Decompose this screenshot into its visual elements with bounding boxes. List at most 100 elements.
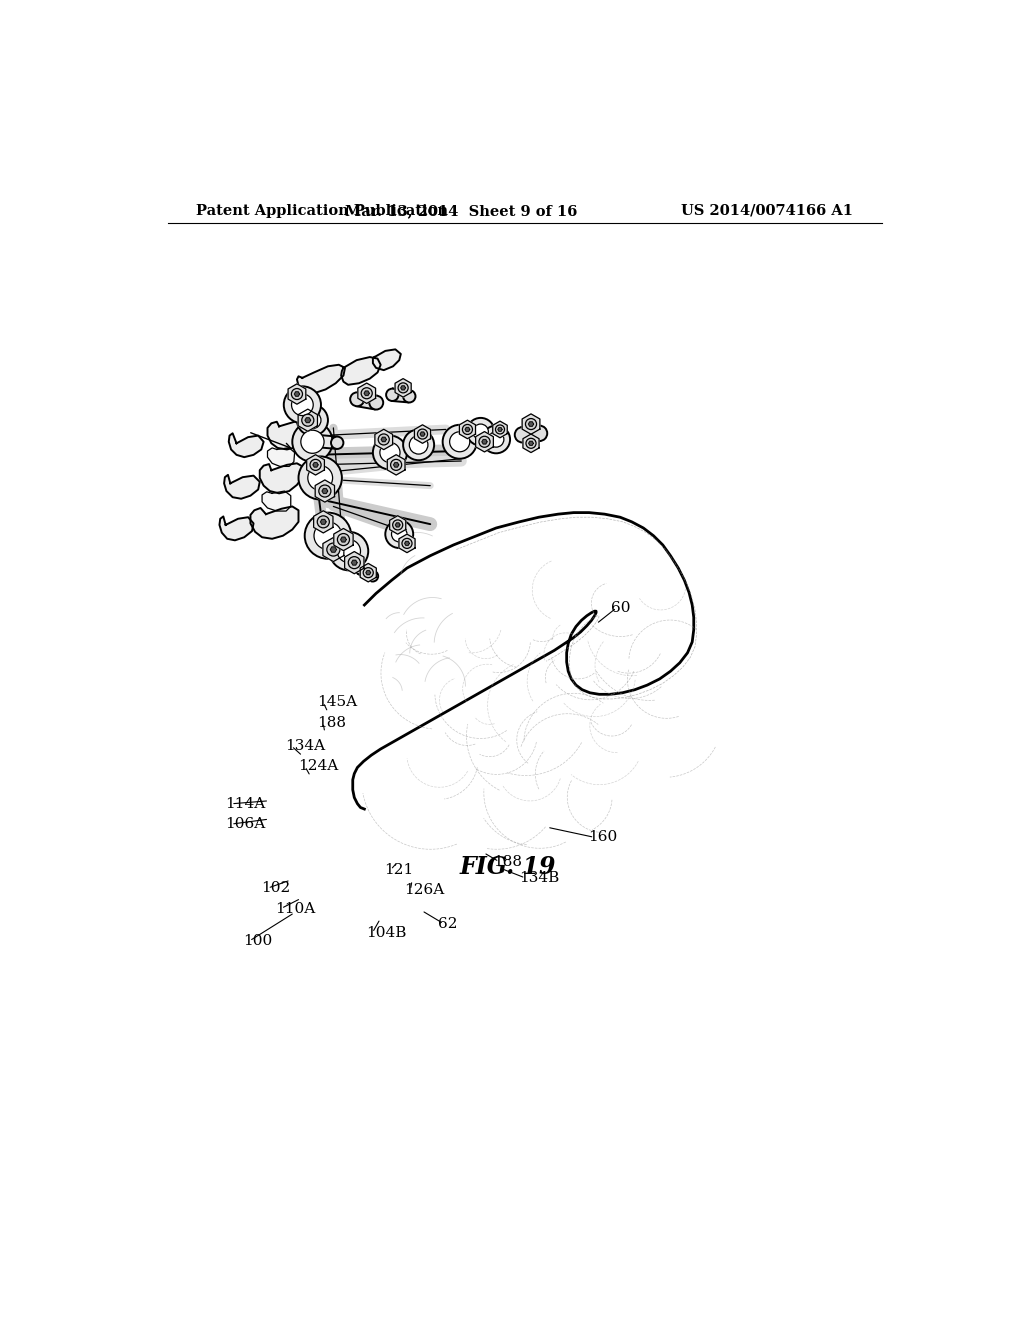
Polygon shape <box>360 564 376 582</box>
Circle shape <box>525 418 537 429</box>
Polygon shape <box>460 420 475 438</box>
Polygon shape <box>392 388 410 403</box>
Circle shape <box>361 388 373 399</box>
Polygon shape <box>313 462 318 467</box>
Circle shape <box>348 557 360 569</box>
Circle shape <box>355 564 367 574</box>
Polygon shape <box>297 364 345 393</box>
Polygon shape <box>375 429 392 450</box>
Polygon shape <box>251 507 299 539</box>
Circle shape <box>327 543 340 556</box>
Polygon shape <box>465 428 470 432</box>
Circle shape <box>308 434 321 447</box>
Text: 188: 188 <box>316 715 346 730</box>
Circle shape <box>299 457 342 499</box>
Circle shape <box>330 532 369 570</box>
Text: 110A: 110A <box>274 902 315 916</box>
Polygon shape <box>356 392 378 409</box>
Circle shape <box>418 429 428 440</box>
Circle shape <box>398 383 409 393</box>
Polygon shape <box>351 560 357 565</box>
Polygon shape <box>352 512 693 809</box>
Polygon shape <box>415 425 430 444</box>
Circle shape <box>403 429 434 461</box>
Polygon shape <box>321 520 326 524</box>
Circle shape <box>473 424 488 440</box>
Circle shape <box>292 393 313 416</box>
Polygon shape <box>493 421 507 438</box>
Polygon shape <box>498 428 502 432</box>
Polygon shape <box>307 454 325 475</box>
Polygon shape <box>373 350 400 370</box>
Circle shape <box>479 436 490 447</box>
Text: 62: 62 <box>437 917 457 931</box>
Polygon shape <box>400 385 406 389</box>
Polygon shape <box>262 491 291 511</box>
Text: 114A: 114A <box>225 797 265 810</box>
Polygon shape <box>482 440 487 444</box>
Circle shape <box>297 405 328 436</box>
Polygon shape <box>358 565 376 581</box>
Polygon shape <box>305 418 310 422</box>
Circle shape <box>317 516 330 528</box>
Circle shape <box>310 459 322 470</box>
Polygon shape <box>528 422 534 426</box>
Text: 160: 160 <box>588 830 617 845</box>
Circle shape <box>531 425 547 441</box>
Polygon shape <box>381 437 386 442</box>
Circle shape <box>350 392 365 407</box>
Circle shape <box>364 568 374 578</box>
Polygon shape <box>315 480 335 502</box>
Circle shape <box>368 570 378 582</box>
Polygon shape <box>387 454 406 475</box>
Circle shape <box>391 527 407 543</box>
Polygon shape <box>420 432 425 436</box>
Text: 106A: 106A <box>225 817 265 832</box>
Polygon shape <box>523 434 539 453</box>
Circle shape <box>403 391 416 403</box>
Circle shape <box>392 520 402 529</box>
Polygon shape <box>393 462 398 467</box>
Circle shape <box>301 430 324 453</box>
Circle shape <box>463 425 472 434</box>
Circle shape <box>302 414 313 426</box>
Text: 104B: 104B <box>367 925 407 940</box>
Circle shape <box>410 436 428 454</box>
Polygon shape <box>341 537 346 543</box>
Text: Patent Application Publication: Patent Application Publication <box>197 203 449 218</box>
Circle shape <box>284 387 321 424</box>
Circle shape <box>386 388 398 401</box>
Polygon shape <box>323 537 344 561</box>
Polygon shape <box>404 541 410 545</box>
Circle shape <box>308 466 333 490</box>
Text: Mar. 13, 2014  Sheet 9 of 16: Mar. 13, 2014 Sheet 9 of 16 <box>345 203 578 218</box>
Text: 126A: 126A <box>404 883 444 898</box>
Circle shape <box>370 396 383 409</box>
Circle shape <box>526 438 536 449</box>
Polygon shape <box>267 447 295 466</box>
Polygon shape <box>390 516 406 535</box>
Polygon shape <box>331 546 337 552</box>
Polygon shape <box>341 358 381 385</box>
Polygon shape <box>522 425 541 442</box>
Polygon shape <box>399 535 415 553</box>
Text: US 2014/0074166 A1: US 2014/0074166 A1 <box>681 203 853 218</box>
Polygon shape <box>395 523 400 527</box>
Circle shape <box>337 533 349 545</box>
Circle shape <box>337 540 360 562</box>
Text: 145A: 145A <box>316 696 357 709</box>
Circle shape <box>331 437 343 449</box>
Circle shape <box>515 428 530 442</box>
Circle shape <box>402 539 412 548</box>
Circle shape <box>442 425 477 459</box>
Polygon shape <box>345 552 364 574</box>
Circle shape <box>496 425 505 434</box>
Polygon shape <box>288 384 306 404</box>
Circle shape <box>450 432 470 451</box>
Polygon shape <box>323 488 328 494</box>
Polygon shape <box>313 511 333 533</box>
Circle shape <box>373 436 407 470</box>
Polygon shape <box>224 475 260 499</box>
Polygon shape <box>228 433 263 457</box>
Polygon shape <box>365 391 370 396</box>
